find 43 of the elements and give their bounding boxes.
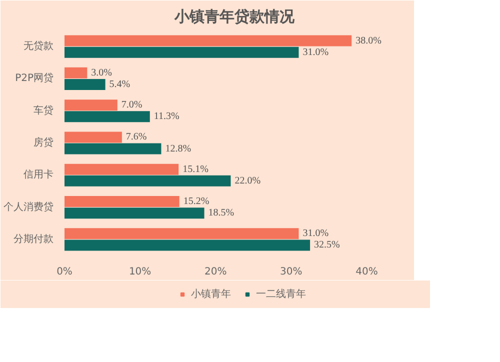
y-tick-label: 信用卡 (24, 168, 54, 181)
bar (64, 67, 88, 78)
data-label: 5.4% (109, 79, 130, 90)
data-label: 7.0% (121, 100, 142, 111)
y-tick-label: 分期付款 (14, 232, 54, 245)
data-label: 11.3% (154, 111, 180, 122)
y-tick-label: P2P网贷 (15, 72, 54, 84)
x-tick-label: 10% (128, 266, 152, 278)
bar (64, 111, 150, 122)
bar (64, 100, 118, 111)
data-label: 18.5% (208, 208, 234, 219)
data-label: 15.2% (183, 196, 210, 207)
bar (64, 46, 299, 58)
y-tick-label: 无贷款 (24, 40, 54, 52)
bar (64, 143, 162, 154)
data-label: 31.0% (302, 46, 329, 58)
bar (64, 240, 310, 251)
data-label: 32.5% (314, 240, 340, 251)
y-tick-label: 个人消费贷 (4, 200, 54, 213)
bar (64, 164, 179, 175)
data-label: 3.0% (91, 67, 112, 78)
chart-title: 小镇青年贷款情况 (174, 8, 296, 26)
y-tick-label: 房贷 (34, 136, 54, 148)
x-tick-label: 30% (280, 266, 302, 278)
x-tick-label: 20% (204, 266, 227, 278)
y-tick-label: 车贷 (34, 104, 54, 116)
bar (64, 175, 231, 186)
bar (64, 79, 106, 90)
bar (64, 196, 180, 207)
data-label: 12.8% (165, 143, 192, 154)
data-label: 22.0% (234, 175, 261, 186)
data-label: 15.1% (182, 164, 208, 175)
bar (64, 132, 122, 143)
data-label: 31.0% (302, 228, 329, 240)
legend-label: 一二线青年 (256, 288, 306, 301)
x-tick-label: 0% (56, 266, 72, 278)
data-label: 7.6% (126, 132, 147, 143)
bar (64, 35, 352, 46)
bar (64, 228, 299, 240)
data-label: 38.0% (356, 35, 382, 46)
x-tick-label: 40% (356, 266, 378, 278)
legend-label: 小镇青年 (191, 288, 231, 301)
bar (64, 208, 204, 219)
